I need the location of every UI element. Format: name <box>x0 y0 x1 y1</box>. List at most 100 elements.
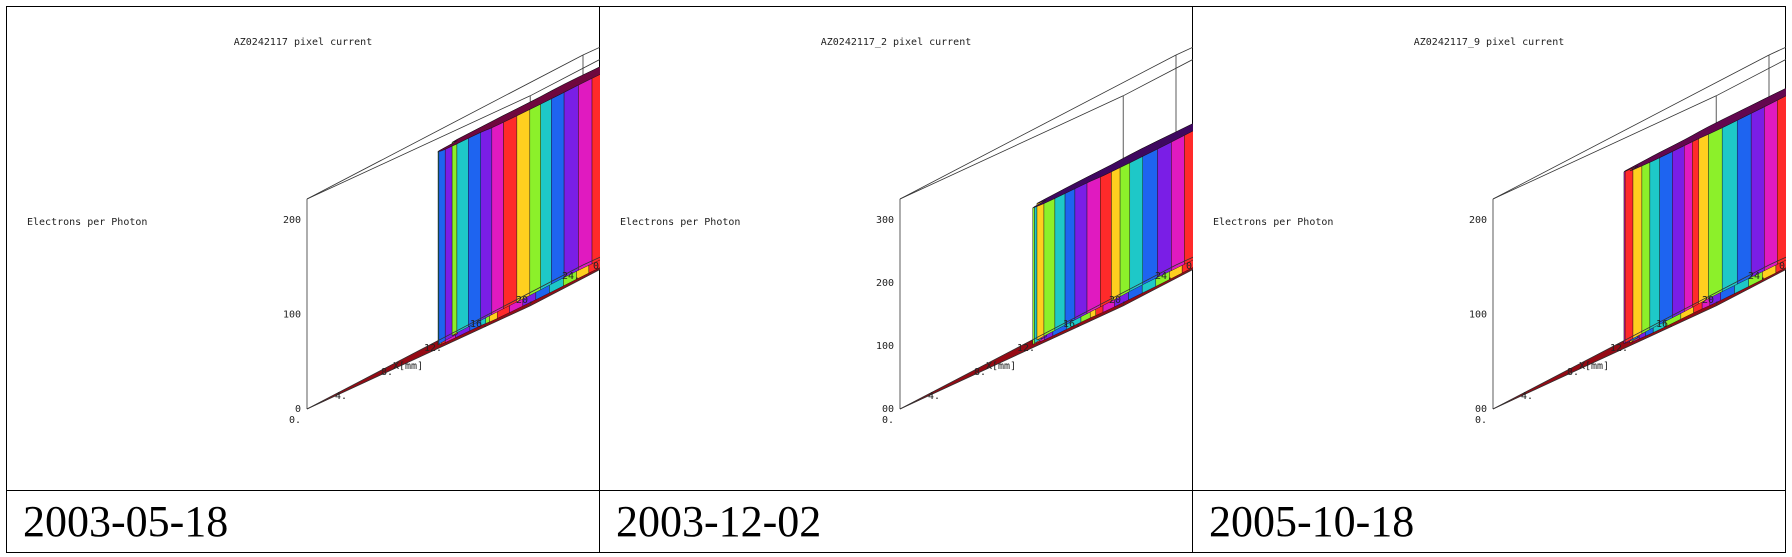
box-edge <box>1123 268 1193 307</box>
x-tick-label: 16. <box>1656 319 1674 330</box>
surface-wall-segment <box>563 76 579 278</box>
surface-wall-segment <box>1111 159 1121 302</box>
surface-wall-segment <box>1086 170 1101 314</box>
x-tick-label: 24. <box>1748 271 1766 282</box>
surface-wall-segment <box>1750 98 1765 278</box>
z-tick-label: 100 <box>283 310 301 321</box>
box-edge <box>1175 46 1193 56</box>
plot-title: AZ0242117_2 pixel current <box>821 37 972 48</box>
floor-grid-line <box>1095 267 1193 319</box>
z-tick-label: 200 <box>876 278 894 289</box>
x-tick-label: 0. <box>1475 415 1487 426</box>
plot-cell-2: AZ0242117_2 pixel current Electrons per P… <box>599 6 1193 491</box>
z-axis-label: Electrons per Photon <box>1213 217 1333 228</box>
surface-wall-segment <box>1684 135 1693 313</box>
box-edge <box>306 54 584 200</box>
x-tick-label: 8. <box>1567 367 1579 378</box>
z-axis-label: Electrons per Photon <box>620 217 740 228</box>
z-axis-label: Electrons per Photon <box>27 217 147 228</box>
box-edge <box>1492 305 1717 410</box>
x-axis-label: X[mm] <box>986 361 1016 372</box>
box-edge <box>899 95 1124 200</box>
surface-top <box>1623 87 1786 173</box>
surface-wall-segment <box>1064 183 1076 326</box>
x-tick-label: 20. <box>1109 295 1127 306</box>
surface-wall-segment <box>1100 164 1112 308</box>
floor-grid-line <box>1706 268 1786 311</box>
surface-top <box>1032 123 1193 209</box>
floor-grid-line <box>520 268 600 311</box>
surface-wall-segment <box>578 70 593 271</box>
x-tick-label: 24. <box>562 271 580 282</box>
box-edge <box>1123 58 1193 97</box>
x-tick-label: 16. <box>1063 319 1081 330</box>
box-edge <box>1492 95 1717 200</box>
y-tick-label: 0. <box>593 261 600 272</box>
surface-wall-segment <box>1129 147 1143 292</box>
surface-wall-segment <box>591 66 600 265</box>
floor-grid-line <box>1104 268 1193 315</box>
date-cell-3: 2005-10-18 <box>1192 490 1786 553</box>
surface-wall-segment <box>1698 126 1709 305</box>
date-label-3: 2005-10-18 <box>1209 497 1415 546</box>
floor-grid-line <box>1669 266 1786 328</box>
x-tick-label: 8. <box>381 367 393 378</box>
surface-top <box>437 66 600 153</box>
surface-wall-segment <box>1074 176 1088 321</box>
floor-grid-line <box>1076 266 1193 328</box>
surface-wall-segment <box>503 108 518 309</box>
x-axis-label: X[mm] <box>393 361 423 372</box>
surface-wall-segment <box>540 90 552 291</box>
surface-wall-segment <box>1722 112 1738 292</box>
surface-wall-segment <box>1659 145 1673 325</box>
surface-wall-segment <box>1119 154 1130 297</box>
floor-grid-line <box>1067 265 1193 332</box>
surface-wall-segment <box>1171 127 1185 271</box>
surface-wall-segment <box>1032 206 1035 345</box>
plot-cell-3: AZ0242117_9 pixel current Electrons per P… <box>1192 6 1786 491</box>
x-tick-label: 8. <box>974 367 986 378</box>
x-tick-label: 0. <box>289 415 301 426</box>
x-tick-label: 12. <box>424 343 442 354</box>
plot-group <box>899 46 1193 410</box>
x-tick-label: 12. <box>1017 343 1035 354</box>
surface-wall-segment <box>516 101 531 303</box>
surface-wall-segment <box>1672 139 1685 319</box>
box-edge <box>1492 54 1770 200</box>
plot-group <box>1492 30 1786 410</box>
floor-grid-line <box>511 268 600 315</box>
z-tick-label: 100 <box>876 341 894 352</box>
box-edge <box>899 54 1177 200</box>
box-edge <box>1716 268 1786 307</box>
surface-wall-segment <box>438 147 446 345</box>
surface-wall-segment <box>468 126 481 328</box>
date-cell-2: 2003-12-02 <box>599 490 1193 553</box>
floor-grid-line <box>1660 265 1786 332</box>
surface-plot-3: AZ0242117_9 pixel current Electrons per P… <box>1213 30 1786 426</box>
box-edge <box>1716 58 1786 97</box>
box-edge <box>306 95 531 200</box>
surface-wall-segment <box>1737 105 1752 285</box>
floor-grid-line <box>483 266 600 328</box>
x-tick-label: 4. <box>1521 391 1533 402</box>
surface-wall-segment <box>451 139 458 336</box>
floor-grid-line <box>492 266 600 324</box>
date-cell-1: 2003-05-18 <box>6 490 600 553</box>
z-tick-label: 100 <box>1469 310 1487 321</box>
box-edge <box>899 305 1124 410</box>
date-label-1: 2003-05-18 <box>23 497 229 546</box>
surface-wall-segment <box>1777 88 1786 265</box>
surface-wall-segment <box>1764 92 1778 272</box>
y-tick-label: 0. <box>1779 261 1786 272</box>
x-tick-label: 0. <box>882 415 894 426</box>
surface-wall-segment <box>456 133 469 334</box>
plot-title: AZ0242117 pixel current <box>234 37 372 48</box>
figure-table: AZ0242117 pixel current Electrons per Pho… <box>6 6 1786 553</box>
floor-grid-line <box>474 265 600 332</box>
z-tick-label: 0 <box>295 404 301 415</box>
surface-plot-1: AZ0242117 pixel current Electrons per Pho… <box>27 11 600 426</box>
box-edge <box>582 46 600 56</box>
floor-grid-line <box>1651 265 1786 337</box>
surface-wall-segment <box>551 83 565 285</box>
surface-wall-segment <box>480 121 493 321</box>
